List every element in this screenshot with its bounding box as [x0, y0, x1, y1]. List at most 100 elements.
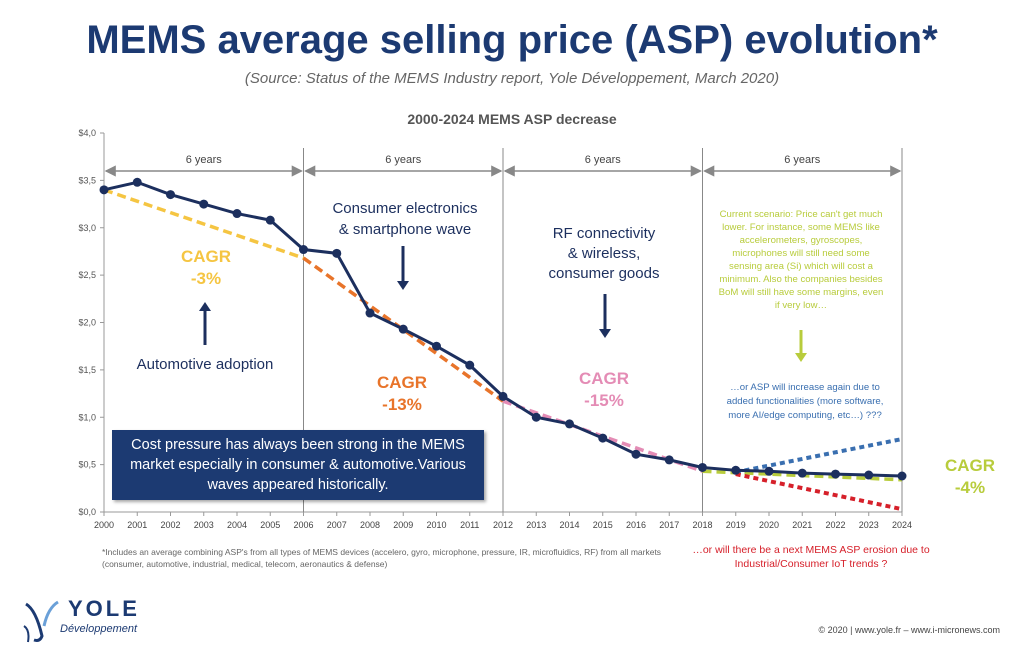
period-label: 6 years [585, 154, 622, 166]
data-point [99, 185, 109, 195]
y-tick-label: $0,0 [78, 507, 96, 517]
data-point [232, 209, 242, 219]
scenario-line: if very low… [774, 300, 828, 311]
data-point [199, 199, 209, 209]
x-tick-label: 2003 [194, 520, 214, 530]
data-point [764, 466, 774, 476]
increase-line: more AI/edge computing, etc…) ??? [728, 410, 882, 421]
rf-line-3: consumer goods [548, 265, 660, 282]
period-label: 6 years [385, 154, 422, 166]
cagr-word: CAGR [578, 369, 630, 388]
scenario-line: Current scenario: Price can't get much [719, 209, 883, 220]
data-point [698, 462, 707, 472]
consumer-arrow-head [397, 281, 409, 290]
data-point [332, 248, 342, 258]
y-tick-label: $3,5 [78, 175, 96, 185]
scenario-line: sensing area (Si) which will cost a [729, 261, 873, 272]
data-point [166, 190, 175, 200]
period-label: 6 years [186, 154, 223, 166]
scenario-line: minimum. Also the companies besides [719, 274, 883, 285]
cagr-label-3: CAGR -15% [562, 368, 646, 412]
x-tick-label: 2011 [460, 520, 479, 530]
yole-logo: YOLE Développement [20, 596, 160, 646]
increase-line: …or ASP will increase again due to [730, 382, 880, 393]
cost-pressure-box: Cost pressure has always been strong in … [112, 430, 484, 500]
cagr-value: -4% [954, 478, 986, 497]
x-tick-label: 2012 [493, 520, 513, 530]
data-point [299, 245, 308, 255]
scenario-line: accelerometers, gyroscopes, [739, 235, 863, 246]
x-tick-label: 2019 [726, 520, 746, 530]
x-tick-label: 2006 [293, 520, 313, 530]
x-tick-label: 2004 [227, 520, 247, 530]
trend-line [103, 188, 305, 260]
data-point [398, 324, 408, 334]
trend-line [735, 437, 903, 475]
data-point [598, 433, 608, 443]
yole-logo-icon [23, 600, 59, 643]
increase-line: added functionalities (more software, [726, 396, 884, 407]
x-tick-label: 2008 [360, 520, 380, 530]
scenario-arrow-head [795, 353, 807, 362]
logo-text: YOLE [68, 596, 140, 621]
cagr-value: -13% [382, 395, 422, 414]
data-point [631, 449, 641, 459]
consumer-line-1: Consumer electronics [332, 200, 478, 217]
cagr-label-2: CAGR -13% [360, 372, 444, 416]
rf-line-1: RF connectivity [552, 225, 656, 242]
x-tick-label: 2014 [559, 520, 579, 530]
consumer-line-2: & smartphone wave [338, 221, 472, 238]
scenario-annotation: Current scenario: Price can't get much l… [698, 208, 904, 312]
page-subtitle: (Source: Status of the MEMS Industry rep… [244, 70, 780, 87]
data-point [365, 308, 375, 318]
data-point [432, 341, 441, 351]
data-point [831, 469, 840, 479]
x-tick-label: 2000 [94, 520, 114, 530]
y-tick-label: $4,0 [78, 128, 96, 138]
period-label: 6 years [784, 154, 821, 166]
x-tick-label: 2016 [626, 520, 646, 530]
scenario-line: microphones will still need some [732, 248, 870, 259]
x-tick-label: 2007 [327, 520, 347, 530]
y-tick-label: $3,0 [78, 223, 96, 233]
cagr-word: CAGR [376, 373, 428, 392]
y-tick-label: $1,5 [78, 365, 96, 375]
rf-annotation: RF connectivity & wireless, consumer goo… [516, 224, 692, 284]
x-tick-label: 2001 [127, 520, 147, 530]
data-point [797, 468, 807, 478]
x-tick-label: 2009 [393, 520, 413, 530]
rf-arrow-head [599, 329, 611, 338]
x-tick-label: 2020 [759, 520, 779, 530]
data-point [897, 471, 907, 481]
x-tick-label: 2024 [892, 520, 912, 530]
cagr-value: -15% [584, 391, 624, 410]
data-point [465, 360, 475, 370]
data-point [565, 419, 574, 429]
data-point [265, 215, 275, 225]
increase-annotation: …or ASP will increase again due to added… [700, 381, 910, 423]
cost-pressure-text: Cost pressure has always been strong in … [130, 437, 466, 493]
cagr-label-4: CAGR -4% [930, 455, 1010, 499]
cagr-word: CAGR [180, 247, 232, 266]
y-tick-label: $0,5 [78, 460, 96, 470]
x-tick-label: 2013 [526, 520, 546, 530]
x-tick-label: 2005 [260, 520, 280, 530]
iot-annotation: …or will there be a next MEMS ASP erosio… [692, 544, 930, 570]
page-title: MEMS average selling price (ASP) evoluti… [86, 18, 938, 62]
cagr-value: -3% [190, 269, 222, 288]
x-tick-label: 2023 [859, 520, 879, 530]
data-point [498, 391, 508, 401]
data-point [864, 470, 874, 480]
x-tick-label: 2002 [160, 520, 180, 530]
x-tick-label: 2010 [426, 520, 446, 530]
trend-line [735, 472, 903, 512]
footnote: *Includes an average combining ASP's fro… [102, 547, 662, 569]
y-tick-label: $1,0 [78, 412, 96, 422]
data-point [531, 412, 541, 422]
x-tick-label: 2022 [825, 520, 845, 530]
y-tick-label: $2,0 [78, 318, 96, 328]
x-tick-label: 2021 [792, 520, 812, 530]
cagr-word: CAGR [944, 456, 996, 475]
scenario-line: lower. For instance, some MEMS like [722, 222, 880, 233]
